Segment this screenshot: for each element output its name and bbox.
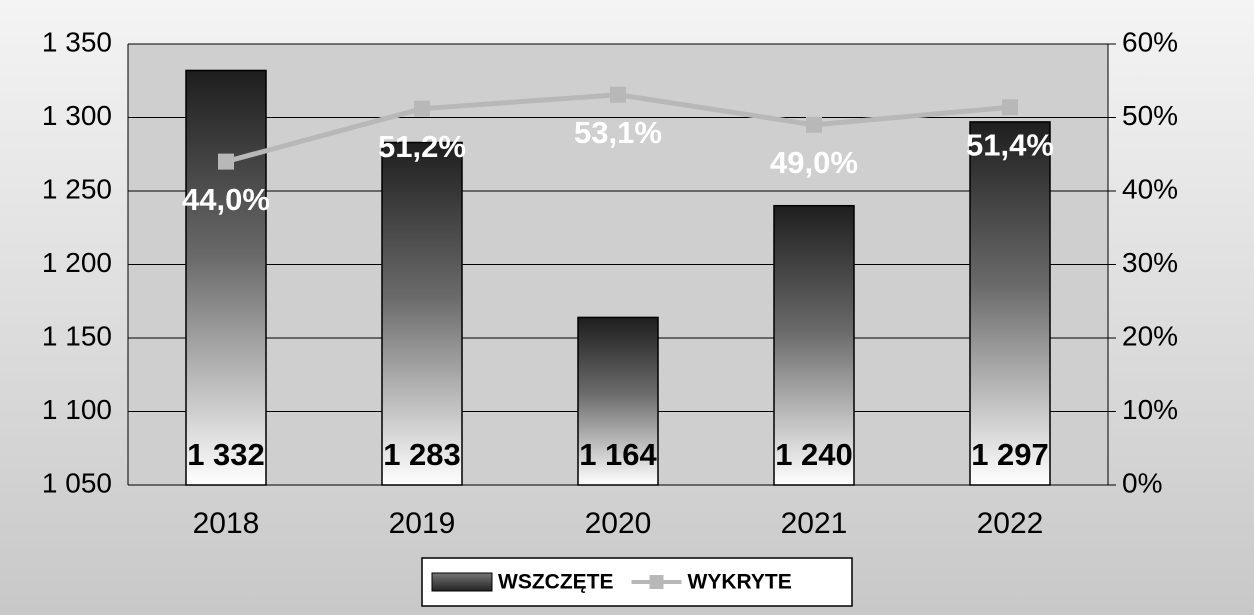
line-value-label: 44,0% — [182, 182, 270, 217]
bar — [773, 204, 855, 486]
y-tick-label: 1 100 — [42, 394, 112, 425]
y2-tick-label: 10% — [1122, 394, 1178, 425]
marks — [185, 69, 1051, 486]
y2-tick-label: 60% — [1122, 26, 1178, 57]
y2-tick-label: 50% — [1122, 100, 1178, 131]
legend-label: WSZCZĘTE — [498, 571, 614, 594]
y2-tick-label: 20% — [1122, 320, 1178, 351]
y-tick-label: 1 200 — [42, 247, 112, 278]
y2-tick-label: 0% — [1122, 467, 1162, 498]
x-tick-label: 2018 — [193, 507, 260, 540]
bar-value-label: 1 164 — [579, 437, 657, 472]
bar-value-label: 1 283 — [383, 437, 461, 472]
bar-value-label: 1 240 — [775, 437, 853, 472]
bar — [381, 141, 463, 486]
line-value-label: 49,0% — [770, 145, 858, 180]
line-value-label: 51,2% — [378, 129, 466, 164]
y-tick-label: 1 050 — [42, 467, 112, 498]
x-tick-label: 2019 — [389, 507, 456, 540]
y2-tick-label: 40% — [1122, 173, 1178, 204]
line-value-label: 53,1% — [574, 115, 662, 150]
line-marker — [218, 153, 234, 170]
y2-tick-label: 30% — [1122, 247, 1178, 278]
labels: 1 050 1 100 1 150 1 200 1 250 1 300 1 350 0% 10%… — [42, 26, 1178, 540]
line-value-label: 51,4% — [966, 127, 1054, 162]
legend-label: WYKRYTE — [688, 571, 792, 594]
bar — [577, 316, 659, 486]
line-marker — [414, 100, 430, 117]
x-tick-label: 2022 — [977, 507, 1044, 540]
bar — [185, 69, 267, 486]
y-tick-label: 1 250 — [42, 173, 112, 204]
y-tick-label: 1 150 — [42, 320, 112, 351]
y-tick-label: 1 350 — [42, 26, 112, 57]
legend-swatch — [649, 575, 664, 589]
line-marker — [1002, 99, 1018, 116]
line-marker — [806, 116, 822, 133]
x-tick-label: 2021 — [781, 507, 848, 540]
bar-value-label: 1 332 — [187, 437, 265, 472]
legend-swatch — [431, 572, 493, 592]
bar-value-label: 1 297 — [971, 437, 1049, 472]
x-tick-label: 2020 — [585, 507, 652, 540]
y-tick-label: 1 300 — [42, 100, 112, 131]
bar — [969, 121, 1051, 486]
line-marker — [610, 86, 626, 103]
